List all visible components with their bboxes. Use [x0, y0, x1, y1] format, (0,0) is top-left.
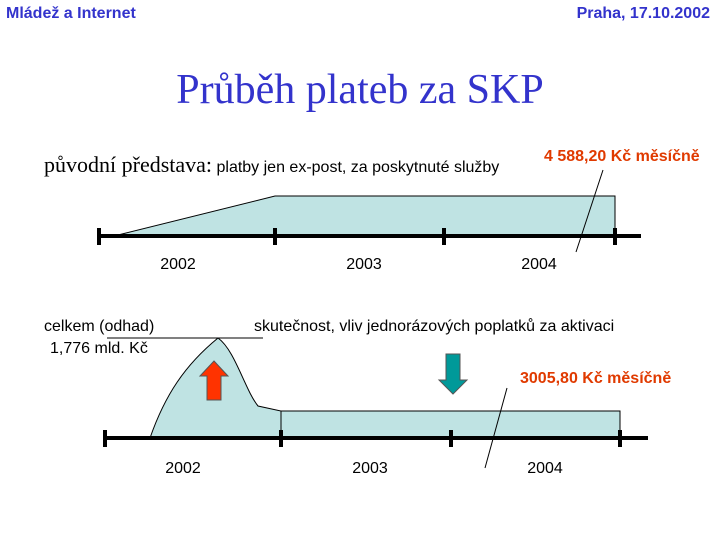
- header-left: Mládež a Internet: [6, 5, 136, 22]
- pointer: [484, 387, 508, 469]
- total-value: 1,776 mld. Kč: [50, 340, 148, 357]
- year: 2003: [346, 256, 382, 273]
- year: 2003: [352, 460, 388, 477]
- ticks: [97, 228, 617, 245]
- up-arrow: [198, 360, 230, 401]
- top-label: původní představa: platby jen ex-post, z…: [44, 152, 499, 177]
- top-annotation: 4 588,20 Kč měsíčně: [544, 148, 700, 165]
- total-label: celkem (odhad): [44, 318, 154, 335]
- title: Průběh plateb za SKP: [176, 67, 543, 113]
- payment-shape: [117, 195, 616, 236]
- year: 2002: [165, 460, 201, 477]
- year: 2002: [160, 256, 196, 273]
- pointer: [575, 169, 604, 253]
- ticks: [103, 430, 622, 447]
- down-arrow: [437, 353, 469, 395]
- top-label-rest: platby jen ex-post, za poskytnuté služby: [216, 159, 499, 176]
- year: 2004: [527, 460, 563, 477]
- caption: skutečnost, vliv jednorázových poplatků …: [254, 317, 614, 335]
- bottom-annotation: 3005,80 Kč měsíčně: [520, 370, 671, 387]
- top-label-serif: původní představa:: [44, 152, 212, 177]
- header-right: Praha, 17.10.2002: [577, 5, 711, 22]
- year: 2004: [521, 256, 557, 273]
